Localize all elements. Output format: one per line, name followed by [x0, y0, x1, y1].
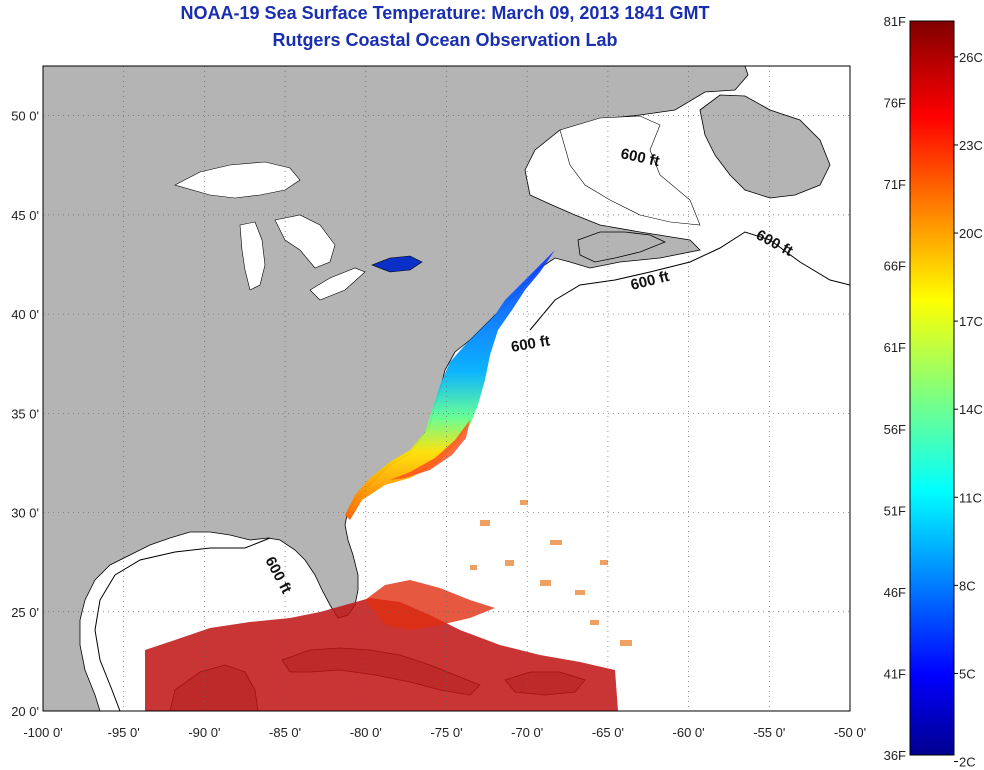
- colorbar-f-label: 76F: [884, 96, 906, 111]
- lat-tick-label: 25 0': [11, 605, 39, 620]
- colorbar-fahrenheit-labels: 81F 76F 71F 66F 61F 56F 51F 46F 41F 36F: [884, 14, 906, 763]
- lat-tick-label: 20 0': [11, 704, 39, 719]
- lon-tick-label: -65 0': [592, 725, 624, 740]
- colorbar-f-label: 81F: [884, 14, 906, 29]
- colorbar-c-label: 23C: [959, 138, 983, 153]
- colorbar-c-label: 17C: [959, 314, 983, 329]
- lon-tick-label: -55 0': [753, 725, 785, 740]
- lon-tick-label: -100 0': [23, 725, 62, 740]
- colorbar-c-label: 2C: [959, 755, 976, 770]
- lat-tick-label: 40 0': [11, 307, 39, 322]
- lake-ontario: [371, 255, 423, 273]
- lon-tick-label: -50 0': [834, 725, 866, 740]
- sst-tropical-region: [145, 598, 618, 711]
- lat-tick-label: 45 0': [11, 208, 39, 223]
- colorbar-c-label: 5C: [959, 666, 976, 681]
- lake-michigan: [239, 221, 266, 291]
- lon-tick-label: -90 0': [188, 725, 220, 740]
- contour-line-gulf: [94, 537, 271, 711]
- colorbar-f-label: 46F: [884, 585, 906, 600]
- colorbar-c-label: 20C: [959, 226, 983, 241]
- colorbar-f-label: 71F: [884, 177, 906, 192]
- sst-bahamas-region: [365, 580, 495, 630]
- colorbar-f-label: 41F: [884, 666, 906, 681]
- colorbar-c-label: 14C: [959, 402, 983, 417]
- sst-coastal-band: [345, 250, 555, 520]
- colorbar-c-label: 26C: [959, 50, 983, 65]
- lon-tick-label: -85 0': [269, 725, 301, 740]
- lake-erie: [309, 267, 366, 301]
- lake-huron: [274, 214, 336, 269]
- colorbar: [909, 20, 955, 756]
- map-title: NOAA-19 Sea Surface Temperature: March 0…: [180, 3, 710, 23]
- lat-tick-label: 35 0': [11, 406, 39, 421]
- colorbar-c-label: 11C: [959, 490, 982, 505]
- lon-tick-label: -75 0': [430, 725, 462, 740]
- colorbar-f-label: 61F: [884, 340, 906, 355]
- gulf-st-lawrence: [559, 115, 701, 226]
- sst-gulf-stream: [390, 420, 470, 480]
- map-subtitle: Rutgers Coastal Ocean Observation Lab: [272, 30, 618, 50]
- lon-tick-label: -95 0': [108, 725, 140, 740]
- lon-tick-label: -80 0': [350, 725, 382, 740]
- land-newfoundland: [699, 94, 831, 199]
- colorbar-c-label: 8C: [959, 578, 976, 593]
- lon-tick-label: -60 0': [673, 725, 705, 740]
- contour-label: 600 ft: [510, 332, 552, 356]
- land-nova-scotia: [577, 231, 667, 263]
- longitude-axis: -100 0' -95 0' -90 0' -85 0' -80 0' -75 0' -70…: [23, 725, 866, 740]
- colorbar-f-label: 66F: [884, 259, 906, 274]
- lake-superior: [174, 161, 301, 199]
- lat-tick-label: 30 0': [11, 506, 39, 521]
- contour-line-atlantic: [529, 231, 850, 331]
- colorbar-celsius-labels: 26C 23C 20C 17C 14C 11C 8C 5C 2C: [954, 50, 983, 770]
- map-frame: [42, 65, 851, 712]
- colorbar-f-label: 56F: [884, 422, 906, 437]
- latitude-axis: 20 0' 25 0' 30 0' 35 0' 40 0' 45 0' 50 0': [11, 109, 39, 719]
- colorbar-f-label: 51F: [884, 503, 906, 518]
- colorbar-f-label: 36F: [884, 748, 906, 763]
- lon-tick-label: -70 0': [511, 725, 543, 740]
- sst-scattered-pixels: [470, 500, 632, 646]
- lat-tick-label: 50 0': [11, 109, 39, 124]
